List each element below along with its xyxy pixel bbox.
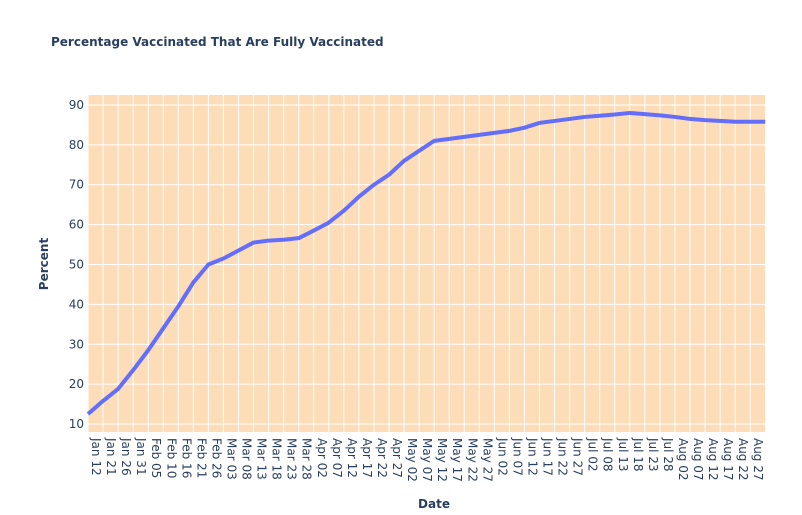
x-tick-label: May 02 <box>405 438 419 482</box>
x-tick-label: Jun 07 <box>510 437 524 476</box>
x-tick-label: Mar 13 <box>255 438 269 480</box>
x-tick-label: Jan 21 <box>104 437 118 476</box>
x-tick-label: Aug 22 <box>736 438 750 481</box>
y-tick-label: 50 <box>69 257 84 271</box>
x-tick-label: Feb 05 <box>149 438 163 478</box>
data-line <box>86 110 766 416</box>
y-axis-title: Percent <box>37 238 51 291</box>
x-tick-label: Mar 18 <box>270 438 284 480</box>
x-tick-label: Jan 12 <box>89 437 103 476</box>
y-tick-label: 20 <box>69 377 84 391</box>
plot-area <box>88 95 765 432</box>
x-tick-label: May 07 <box>420 438 434 482</box>
x-tick-label: May 22 <box>465 438 479 482</box>
x-tick-label: Feb 16 <box>179 438 193 478</box>
x-tick-label: Aug 17 <box>721 438 735 481</box>
x-axis-title: Date <box>418 497 450 511</box>
y-tick-label: 80 <box>69 138 84 152</box>
x-tick-label: Jul 13 <box>616 437 630 472</box>
x-tick-label: Feb 26 <box>209 438 223 478</box>
x-tick-label: May 17 <box>450 438 464 482</box>
x-tick-label: Aug 02 <box>676 438 690 481</box>
x-tick-label: Jun 22 <box>556 437 570 476</box>
x-tick-label: Jun 27 <box>571 437 585 476</box>
y-tick-label: 70 <box>69 178 84 192</box>
y-tick-label: 60 <box>69 218 84 232</box>
x-tick-label: Jul 28 <box>661 437 675 472</box>
x-tick-label: Jun 02 <box>495 437 509 476</box>
x-tick-label: Feb 10 <box>164 438 178 478</box>
chart-title: Percentage Vaccinated That Are Fully Vac… <box>51 35 384 49</box>
y-tick-label: 40 <box>69 297 84 311</box>
x-tick-label: May 27 <box>480 438 494 482</box>
x-tick-label: Jul 02 <box>586 437 600 472</box>
x-tick-label: Apr 02 <box>315 438 329 478</box>
x-tick-label: Jan 26 <box>119 437 133 476</box>
x-tick-label: Aug 07 <box>691 438 705 481</box>
x-tick-label: Mar 23 <box>285 438 299 480</box>
x-tick-label: Jun 12 <box>525 437 539 476</box>
x-tick-label: Aug 12 <box>706 438 720 481</box>
x-tick-label: Apr 12 <box>345 438 359 478</box>
y-tick-label: 90 <box>69 98 84 112</box>
x-tick-label: Mar 08 <box>240 438 254 480</box>
x-tick-label: Feb 21 <box>194 438 208 478</box>
x-tick-label: Jul 18 <box>631 437 645 472</box>
x-tick-label: Apr 22 <box>375 438 389 478</box>
x-tick-label: Mar 03 <box>224 438 238 480</box>
x-tick-label: Apr 27 <box>390 438 404 478</box>
x-tick-label: Jun 17 <box>541 437 555 476</box>
x-tick-label: Jan 31 <box>134 437 148 476</box>
y-tick-label: 10 <box>69 417 84 431</box>
x-tick-label: Aug 27 <box>751 438 765 481</box>
x-tick-label: Mar 28 <box>300 438 314 480</box>
x-tick-label: Apr 17 <box>360 438 374 478</box>
x-tick-label: Jul 23 <box>646 437 660 472</box>
x-tick-label: Apr 07 <box>330 438 344 478</box>
y-tick-label: 30 <box>69 337 84 351</box>
x-tick-label: Jul 08 <box>601 437 615 472</box>
x-tick-label: May 12 <box>435 438 449 482</box>
